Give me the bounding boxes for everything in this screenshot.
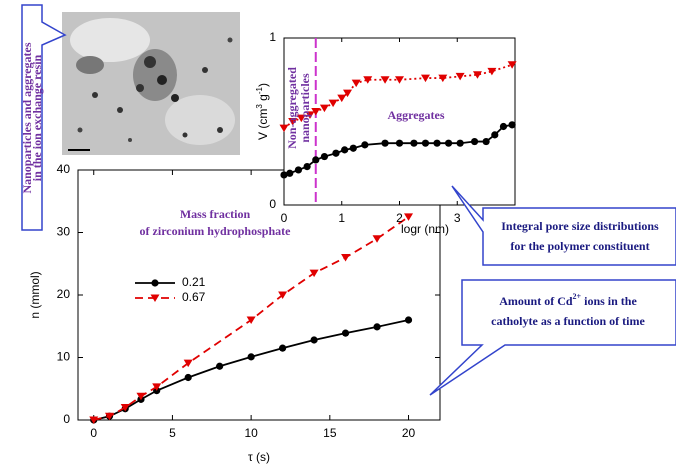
annotation: Aggregates [387, 108, 444, 122]
x-tick-label: 15 [323, 426, 337, 440]
marker [350, 145, 357, 152]
marker [445, 140, 452, 147]
legend-marker [151, 279, 158, 286]
y-tick-label: 30 [57, 225, 71, 239]
y-tick-label: 1 [269, 30, 276, 44]
y-axis-label: n (mmol) [28, 271, 42, 318]
legend-label: 0.67 [182, 290, 206, 304]
marker [321, 153, 328, 160]
callout-text: Integral pore size distributions [501, 219, 659, 233]
legend-title: of zirconium hydrophosphate [140, 224, 292, 238]
y-tick-label: 10 [57, 350, 71, 364]
y-tick-label: 40 [57, 162, 71, 176]
marker [310, 336, 317, 343]
legend-title: Mass fraction [180, 207, 251, 221]
label-part: g [256, 94, 270, 104]
x-axis-label: τ (s) [248, 450, 270, 464]
x-tick-label: 0 [281, 211, 288, 225]
marker [491, 131, 498, 138]
callout-text: for the polymer constituent [510, 239, 649, 253]
marker [405, 316, 412, 323]
marker [342, 330, 349, 337]
annotation: Non-aggregated [285, 67, 299, 149]
plot-area [78, 170, 440, 420]
label-part: V (cm [256, 109, 270, 140]
marker [483, 138, 490, 145]
x-tick-label: 3 [454, 211, 461, 225]
marker [304, 163, 311, 170]
y-tick-label: 0 [63, 412, 70, 426]
marker [396, 140, 403, 147]
y-axis-label: V (cm3 g-1) [255, 83, 271, 140]
x-tick-label: 10 [244, 426, 258, 440]
x-axis-label: logr (nm) [401, 222, 449, 236]
marker [216, 363, 223, 370]
x-tick-label: 20 [402, 426, 416, 440]
marker [286, 170, 293, 177]
marker [422, 140, 429, 147]
marker [373, 323, 380, 330]
marker [279, 345, 286, 352]
marker [471, 138, 478, 145]
callout-text: in the ion exchange resin [30, 54, 44, 181]
marker [295, 166, 302, 173]
y-tick-label: 0 [269, 197, 276, 211]
marker [361, 141, 368, 148]
marker [312, 156, 319, 163]
marker [332, 150, 339, 157]
marker [381, 140, 388, 147]
marker [410, 140, 417, 147]
annotation: nanoparticles [298, 73, 312, 143]
marker [509, 121, 516, 128]
legend-label: 0.21 [182, 275, 206, 289]
marker [248, 353, 255, 360]
y-tick-label: 20 [57, 287, 71, 301]
marker [500, 123, 507, 130]
callout-text: catholyte as a function of time [491, 314, 645, 328]
x-tick-label: 0 [90, 426, 97, 440]
figure: Nanoparticles and aggregates in the ion … [0, 0, 676, 465]
marker [341, 146, 348, 153]
x-tick-label: 1 [338, 211, 345, 225]
x-tick-label: 5 [169, 426, 176, 440]
marker [457, 140, 464, 147]
label-part: ) [256, 83, 270, 87]
callout-text: Amount of Cd2+ ions in the [499, 292, 637, 307]
marker [433, 140, 440, 147]
marker [185, 374, 192, 381]
micrograph [62, 12, 240, 155]
